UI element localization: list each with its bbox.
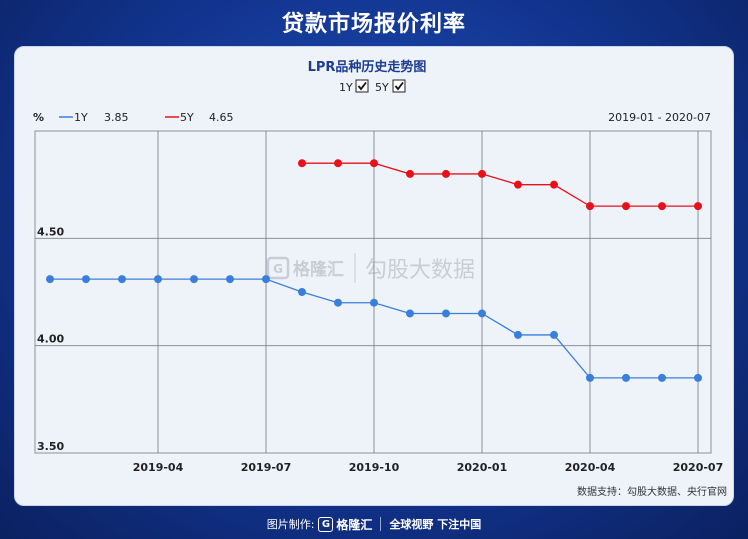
checkmark-icon [394,81,404,91]
series-5y-point[interactable] [694,202,702,211]
series-1y-point[interactable] [550,330,558,339]
series-5y-point[interactable] [370,159,378,168]
made-by-label: 图片制作: [266,518,315,531]
series-1y-point[interactable] [514,330,522,339]
series-5y-point[interactable] [478,169,486,178]
series-5y-point[interactable] [550,180,558,189]
series-toggles: 1Y 5Y [339,79,406,94]
footer-slogan: 全球视野 下注中国 [389,518,482,531]
plot-area [34,130,712,454]
series-1y-point[interactable] [118,275,126,284]
series-5y-point[interactable] [622,202,630,211]
series-1y-point[interactable] [334,298,342,307]
series-1y-point[interactable] [262,275,270,284]
series-1y-point[interactable] [478,309,486,318]
series-1y-point[interactable] [46,275,54,284]
x-tick-label: 2019-04 [133,461,184,474]
legend-1y-value: 3.85 [104,111,129,124]
series-1y-point[interactable] [82,275,90,284]
x-tick-label: 2020-07 [673,461,724,474]
y-axis-unit: % [33,111,44,124]
series-1y-point[interactable] [658,373,666,382]
series-1y-point[interactable] [226,275,234,284]
y-tick-label: 3.50 [37,440,64,453]
series-5y-line [302,162,698,207]
legend-1y-name: 1Y [74,111,88,124]
legend-5y-name: 5Y [180,111,194,124]
series-5y [298,159,702,211]
series-1y-point[interactable] [442,309,450,318]
watermark-brand: 格隆汇 [293,259,344,280]
footer-divider [380,517,382,531]
series-1y-point[interactable] [622,373,630,382]
series-5y-point[interactable] [334,159,342,168]
checkmark-icon [357,81,367,91]
series-1y-point[interactable] [298,288,306,296]
watermark: G 格隆汇 勾股大数据 [266,253,475,283]
data-source: 数据支持：勾股大数据、央行官网 [577,485,727,498]
series-5y-point[interactable] [298,159,306,168]
x-tick-label: 2020-01 [457,461,508,474]
toggle-5y-label: 5Y [375,81,389,94]
page-title: 贷款市场报价利率 [281,12,466,37]
watermark-text: 勾股大数据 [365,258,475,283]
svg-text:G: G [273,262,283,276]
x-tick-label: 2020-04 [565,461,616,474]
chart-title: LPR品种历史走势图 [308,59,427,75]
toggle-1y-checkbox[interactable] [355,79,369,93]
series-1y-point[interactable] [694,373,702,382]
series-1y-point[interactable] [154,275,162,284]
series-5y-point[interactable] [514,180,522,189]
series-1y-point[interactable] [586,373,594,382]
y-tick-label: 4.50 [37,225,64,238]
legend-5y-value: 4.65 [209,111,234,124]
series-1y-point[interactable] [370,298,378,307]
lpr-line-chart: LPR品种历史走势图 1Y 5Y % 1Y 3.85 5Y 4.65 [33,59,727,498]
toggle-5y-checkbox[interactable] [392,79,406,93]
watermark-logo-icon: G [266,256,290,280]
x-tick-label: 2019-07 [241,461,292,474]
footer-brand: G 格隆汇 [318,516,372,533]
date-range: 2019-01 - 2020-07 [608,111,711,124]
series-1y-point[interactable] [406,309,414,318]
series-5y-point[interactable] [658,202,666,211]
series-5y-point[interactable] [442,169,450,178]
toggle-1y-label: 1Y [339,81,353,94]
page-header: 贷款市场报价利率 [0,0,748,44]
page-footer: 图片制作: G 格隆汇 全球视野 下注中国 [0,512,748,536]
y-tick-label: 4.00 [37,333,64,346]
x-tick-label: 2019-10 [349,461,400,474]
series-5y-point[interactable] [406,169,414,178]
brand-logo-icon: G [318,516,334,532]
series-1y-point[interactable] [190,275,198,284]
chart-card: LPR品种历史走势图 1Y 5Y % 1Y 3.85 5Y 4.65 [14,46,734,506]
series-5y-point[interactable] [586,202,594,211]
legend: 1Y 3.85 5Y 4.65 [59,111,234,124]
footer-brand-name: 格隆汇 [336,517,373,532]
series-1y [46,275,702,382]
